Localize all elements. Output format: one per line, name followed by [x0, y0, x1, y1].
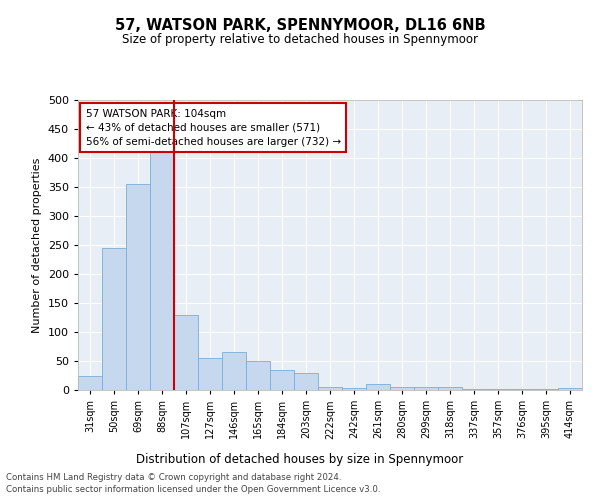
Bar	[294, 372, 318, 390]
Bar	[414, 387, 438, 390]
Bar	[318, 387, 342, 390]
Bar	[438, 387, 462, 390]
Bar	[510, 389, 534, 390]
Bar	[246, 361, 270, 390]
Text: 57, WATSON PARK, SPENNYMOOR, DL16 6NB: 57, WATSON PARK, SPENNYMOOR, DL16 6NB	[115, 18, 485, 32]
Bar	[534, 389, 558, 390]
Bar	[270, 370, 294, 390]
Bar	[126, 184, 150, 390]
Text: Contains public sector information licensed under the Open Government Licence v3: Contains public sector information licen…	[6, 485, 380, 494]
Bar	[462, 389, 486, 390]
Bar	[390, 387, 414, 390]
Text: Contains HM Land Registry data © Crown copyright and database right 2024.: Contains HM Land Registry data © Crown c…	[6, 472, 341, 482]
Text: Distribution of detached houses by size in Spennymoor: Distribution of detached houses by size …	[136, 452, 464, 466]
Bar	[150, 152, 174, 390]
Bar	[174, 314, 198, 390]
Bar	[366, 384, 390, 390]
Text: 57 WATSON PARK: 104sqm
← 43% of detached houses are smaller (571)
56% of semi-de: 57 WATSON PARK: 104sqm ← 43% of detached…	[86, 108, 341, 146]
Bar	[486, 389, 510, 390]
Bar	[222, 352, 246, 390]
Bar	[102, 248, 126, 390]
Y-axis label: Number of detached properties: Number of detached properties	[32, 158, 42, 332]
Bar	[342, 388, 366, 390]
Bar	[78, 376, 102, 390]
Bar	[558, 388, 582, 390]
Text: Size of property relative to detached houses in Spennymoor: Size of property relative to detached ho…	[122, 32, 478, 46]
Bar	[198, 358, 222, 390]
